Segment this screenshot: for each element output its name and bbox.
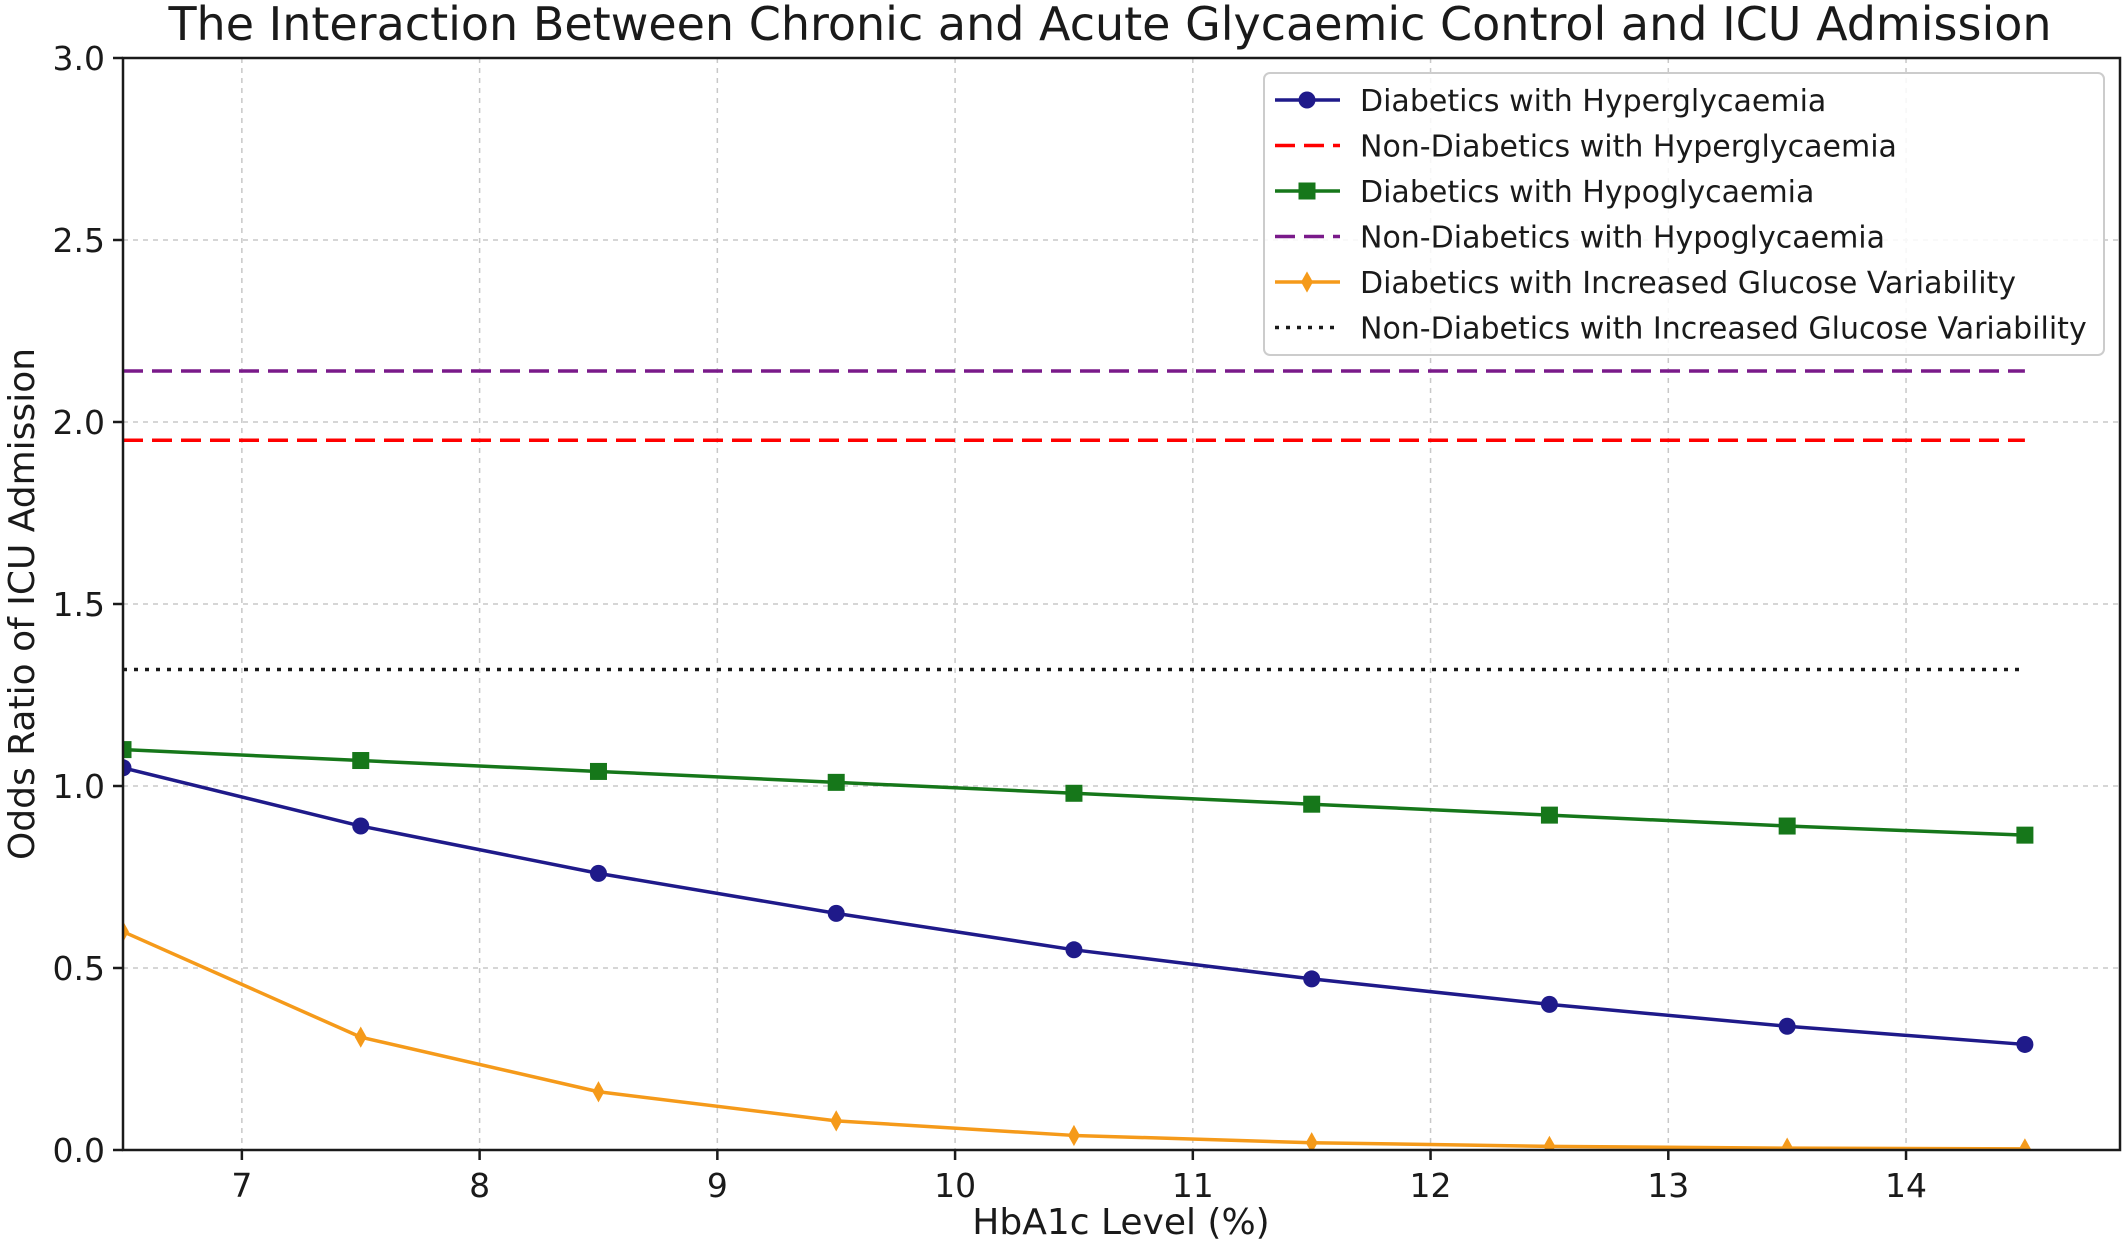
x-tick-label: 8 [469, 1166, 490, 1205]
y-tick-label: 2.0 [53, 403, 105, 442]
y-axis-label: Odds Ratio of ICU Admission [2, 348, 43, 860]
data-point [123, 741, 132, 759]
legend-label: Non-Diabetics with Hypoglycaemia [1360, 221, 1885, 256]
y-tick-label: 1.0 [53, 767, 105, 806]
data-point [1065, 784, 1083, 802]
data-point [123, 920, 129, 943]
legend-label: Non-Diabetics with Increased Glucose Var… [1360, 312, 2087, 347]
data-point [827, 904, 845, 922]
series-line [123, 930, 2025, 1150]
legend-label: Diabetics with Hyperglycaemia [1360, 84, 1826, 119]
legend: Diabetics with Hyperglycaemia Non-Diabeti… [1263, 72, 2105, 356]
legend-entry-non-diabetics-with-increased-glucose-variability: Non-Diabetics with Increased Glucose Var… [1275, 312, 2087, 347]
legend-label: Diabetics with Increased Glucose Variabi… [1360, 266, 2016, 301]
data-point [2018, 1138, 2031, 1150]
data-point [1305, 1132, 1318, 1150]
legend-entry-diabetics-with-increased-glucose-variability: Diabetics with Increased Glucose Variabi… [1275, 266, 2016, 301]
x-tick-label: 11 [1172, 1166, 1214, 1205]
data-point [123, 759, 132, 777]
data-point [352, 752, 370, 770]
series-line [123, 766, 2026, 1047]
data-point [827, 773, 845, 791]
data-point [589, 762, 607, 780]
y-tick-label: 0.0 [53, 1131, 105, 1170]
data-point [589, 864, 607, 882]
series-diabetics-with-hyperglycaemia [123, 759, 2034, 1053]
data-point [1303, 970, 1321, 988]
y-tick-label: 0.5 [53, 949, 105, 988]
series-diabetics-with-hypoglycaemia [123, 741, 2034, 844]
series-layer [123, 369, 2034, 1150]
legend-box [1263, 72, 2105, 356]
y-tick-label: 1.5 [53, 585, 105, 624]
data-point [2016, 1035, 2034, 1053]
axis-ticks: 7 8 9 10 11 12 13 14 0.0 0.5 1.0 1.5 2.0 2.5 3.0 [53, 39, 1928, 1205]
legend-marker [1298, 182, 1316, 200]
x-tick-label: 7 [231, 1166, 252, 1205]
data-point [1065, 941, 1083, 959]
data-point [592, 1081, 605, 1103]
data-point [1778, 817, 1796, 835]
x-tick-label: 9 [707, 1166, 728, 1205]
legend-entry-non-diabetics-with-hypoglycaemia: Non-Diabetics with Hypoglycaemia [1275, 221, 1885, 256]
data-point [830, 1110, 843, 1132]
legend-entry-non-diabetics-with-hyperglycaemia: Non-Diabetics with Hyperglycaemia [1275, 130, 1897, 165]
legend-marker [1298, 91, 1316, 109]
data-point [1068, 1124, 1080, 1147]
x-tick-label: 10 [934, 1166, 976, 1205]
x-tick-label: 13 [1647, 1166, 1689, 1205]
data-point [352, 817, 370, 835]
data-point [1778, 1017, 1796, 1035]
data-point [2016, 826, 2034, 844]
legend-entry-diabetics-with-hypoglycaemia: Diabetics with Hypoglycaemia [1275, 175, 1814, 210]
x-tick-label: 14 [1885, 1166, 1927, 1205]
y-tick-label: 3.0 [53, 39, 105, 78]
data-point [1781, 1137, 1794, 1150]
legend-marker [1301, 271, 1313, 293]
data-point [1540, 806, 1558, 824]
legend-label: Diabetics with Hypoglycaemia [1360, 175, 1814, 210]
plot-area [123, 369, 2034, 1150]
x-tick-label: 12 [1410, 1166, 1452, 1205]
legend-entry-diabetics-with-hyperglycaemia: Diabetics with Hyperglycaemia [1275, 84, 1826, 119]
series-diabetics-with-increased-glucose-variability [123, 920, 2031, 1150]
chart-title: The Interaction Between Chronic and Acut… [167, 0, 2051, 51]
legend-label: Non-Diabetics with Hyperglycaemia [1360, 130, 1897, 165]
data-point [1540, 995, 1558, 1013]
data-point [1303, 795, 1321, 813]
y-tick-label: 2.5 [53, 221, 105, 260]
x-axis-label: HbA1c Level (%) [972, 1202, 1269, 1243]
data-point [1543, 1135, 1556, 1150]
data-point [354, 1026, 367, 1048]
